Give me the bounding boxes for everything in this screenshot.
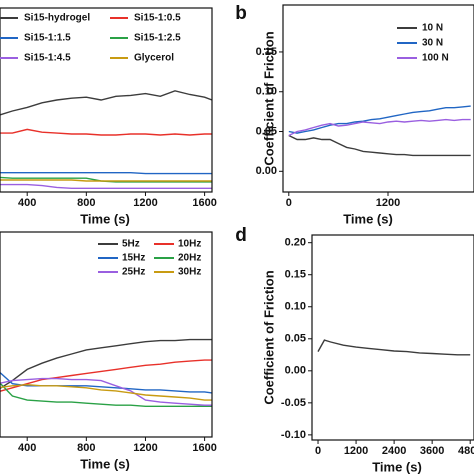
axes-frame: [0, 231, 213, 438]
x-tick-label: 2400: [382, 445, 406, 457]
legend-label: 15Hz: [122, 253, 145, 264]
y-axis-label: Coefficient of Friction: [261, 270, 276, 404]
legend-label: Si15-1:0.5: [134, 13, 181, 24]
series-line: [0, 359, 212, 392]
legend-label: Si15-1:2.5: [134, 33, 181, 44]
legend-label: Si15-1:4.5: [24, 53, 71, 64]
legend-label: 10Hz: [178, 239, 201, 250]
y-tick-label: 0.15: [256, 46, 277, 58]
legend-label: 25Hz: [122, 267, 145, 278]
plot-area: [288, 105, 471, 157]
y-tick-label: 0.10: [256, 86, 277, 98]
panel: 400 800 1200 1600 Time (s) Si15-hydrogel Si15-…: [0, 7, 217, 226]
x-tick-label: 1600: [192, 197, 216, 209]
series-line: [0, 172, 212, 175]
x-axis-label: Time (s): [80, 456, 130, 471]
series-line: [0, 371, 212, 394]
legend-label: Si15-1:1.5: [24, 33, 71, 44]
panel-label: d: [235, 225, 247, 246]
y-tick-label: -0.05: [281, 397, 306, 409]
y-tick-label: 0.05: [285, 333, 306, 345]
x-tick-label: 4800: [458, 445, 474, 457]
legend-label: Glycerol: [134, 53, 174, 64]
y-tick-label: 0.10: [285, 301, 306, 313]
x-tick-label: 1600: [192, 442, 216, 454]
axes-frame: [282, 4, 474, 193]
series-line: [0, 382, 212, 407]
x-tick-label: 400: [18, 442, 36, 454]
x-axis-label: Time (s): [80, 211, 130, 226]
panel: 0 1200 2400 3600 4800 -0.10 -0.05 0.00 0.05 0.10 0…: [235, 225, 474, 474]
series-line: [0, 383, 212, 401]
panel: 0 1200 0.00 0.05 0.10 0.15 Time (s) Coefficient…: [235, 3, 474, 226]
axes-frame: [311, 234, 474, 441]
x-tick-label: 1200: [133, 442, 157, 454]
x-tick-label: 1200: [133, 197, 157, 209]
y-axis-label: Coefficient of Friction: [261, 31, 276, 165]
series-line: [0, 128, 212, 136]
plot-area: [0, 90, 212, 189]
legend-label: 5Hz: [122, 239, 140, 250]
y-tick-label: 0.15: [285, 269, 306, 281]
x-tick-label: 800: [77, 442, 95, 454]
series-line: [0, 176, 212, 183]
legend-label: 100 N: [422, 53, 449, 64]
panel: 400 800 1200 1600 Time (s) 5Hz 10Hz 15Hz 20Hz 25H…: [0, 231, 217, 471]
x-tick-label: 0: [286, 197, 292, 209]
y-tick-label: 0.00: [285, 365, 306, 377]
x-tick-label: 0: [315, 445, 321, 457]
x-tick-label: 800: [77, 197, 95, 209]
series-line: [0, 183, 212, 189]
axes-frame: [0, 7, 213, 193]
legend-label: Si15-hydrogel: [24, 13, 90, 24]
x-tick-label: 3600: [420, 445, 444, 457]
x-tick-label: 1200: [344, 445, 368, 457]
plot-area: [0, 338, 212, 407]
x-axis-label: Time (s): [372, 459, 422, 474]
series-line: [288, 118, 471, 137]
series-line: [0, 377, 212, 406]
series-line: [288, 134, 471, 157]
y-tick-label: 0.05: [256, 125, 277, 137]
x-axis-label: Time (s): [343, 211, 393, 226]
y-tick-label: -0.10: [281, 429, 306, 441]
series-line: [0, 90, 212, 116]
y-tick-label: 0.00: [256, 165, 277, 177]
series-line: [317, 339, 471, 356]
x-tick-label: 1200: [376, 197, 400, 209]
plot-area: [317, 339, 471, 356]
legend-label: 20Hz: [178, 253, 201, 264]
series-line: [0, 179, 212, 182]
legend-label: 30 N: [422, 38, 443, 49]
legend-label: 30Hz: [178, 267, 201, 278]
panel-label: b: [235, 3, 247, 24]
series-line: [0, 338, 212, 390]
y-tick-label: 0.20: [285, 237, 306, 249]
legend-label: 10 N: [422, 23, 443, 34]
series-line: [288, 105, 471, 134]
x-tick-label: 400: [18, 197, 36, 209]
